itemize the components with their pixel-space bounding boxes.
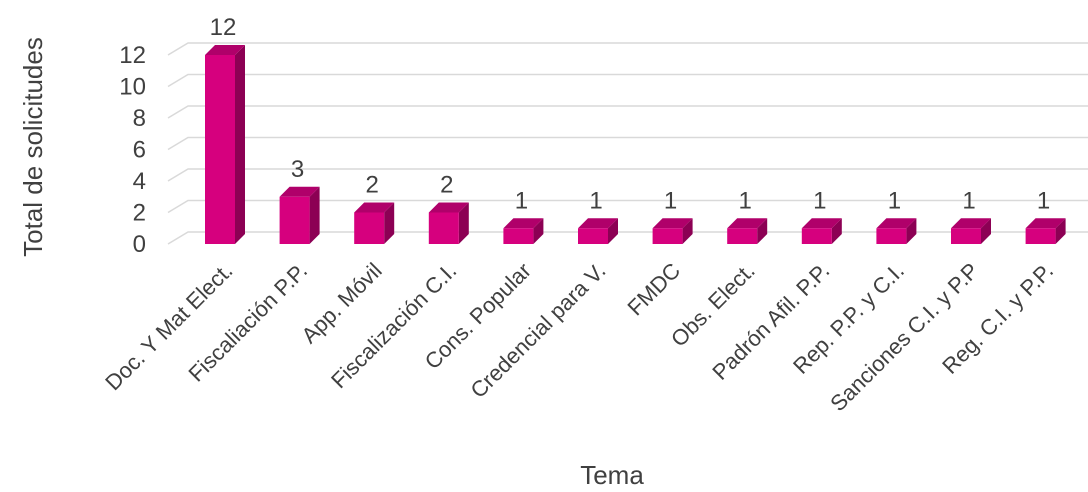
bar-side [981, 218, 991, 244]
gridline [167, 136, 1088, 151]
bar [205, 45, 245, 244]
bar-front [503, 228, 534, 244]
x-tick-label: FMDC [623, 258, 686, 321]
data-labels: 12 3 2 2 1 1 1 1 1 1 1 1 [210, 14, 1051, 214]
bar-side [458, 202, 469, 244]
bar-side [608, 218, 618, 244]
y-axis-title: Total de solicitudes [18, 37, 48, 257]
data-label: 12 [210, 14, 237, 41]
bar [652, 218, 693, 244]
data-label: 1 [739, 187, 752, 214]
data-label: 1 [515, 187, 528, 214]
bar [876, 218, 917, 244]
bar-front [727, 228, 758, 244]
y-tick-label: 4 [133, 168, 146, 195]
bar [279, 186, 320, 244]
data-label: 2 [366, 172, 379, 199]
bar-front [876, 228, 907, 244]
bar-front [428, 212, 459, 244]
gridline [167, 168, 1088, 182]
data-label: 1 [589, 187, 602, 214]
bar-front [205, 55, 235, 244]
bar-top [876, 218, 917, 229]
bar [428, 202, 469, 244]
x-tick-label: Sanciones C.I. y P.P [825, 258, 983, 416]
y-tick-labels: 0 2 4 6 8 10 12 [119, 42, 146, 258]
bar-front [578, 228, 608, 244]
bar-front [279, 196, 310, 244]
data-label: 1 [813, 187, 826, 214]
bar-top [205, 45, 245, 55]
bar-side [682, 218, 693, 244]
bar-top [652, 218, 693, 229]
gridlines [167, 42, 1088, 245]
bar-side [1055, 218, 1066, 244]
bar-top [951, 218, 991, 229]
bar-front [951, 228, 981, 244]
gridline [167, 199, 1088, 214]
data-label: 1 [1037, 187, 1050, 214]
y-tick-label: 8 [133, 105, 146, 132]
data-label: 3 [291, 156, 304, 183]
bar-front [652, 228, 683, 244]
bar [801, 218, 842, 244]
bar [354, 202, 395, 244]
bar [951, 218, 991, 244]
data-label: 2 [440, 172, 453, 199]
bar-top [1025, 218, 1066, 229]
bar [578, 218, 618, 244]
x-tick-label: Fiscalización C.I. [326, 258, 461, 393]
y-tick-label: 6 [133, 137, 146, 164]
bar [1025, 218, 1066, 244]
y-tick-label: 10 [119, 74, 146, 101]
bar-top [428, 202, 469, 213]
gridline [167, 231, 1088, 245]
bars [205, 45, 1066, 244]
bar-top [801, 218, 842, 229]
x-tick-labels: Doc. Y Mat Elect.Fiscaliación P.P.App. M… [100, 258, 1058, 416]
bar-side [831, 218, 842, 244]
bar-top [727, 218, 768, 229]
bar-side [235, 45, 245, 244]
bar [727, 218, 768, 244]
bar-top [503, 218, 544, 229]
bar-front [354, 212, 385, 244]
y-tick-label: 2 [133, 200, 146, 227]
data-label: 1 [962, 187, 975, 214]
x-tick-label: Doc. Y Mat Elect. [100, 258, 237, 395]
y-tick-label: 12 [119, 42, 146, 69]
bar-side [906, 218, 917, 244]
x-axis-title: Tema [580, 460, 644, 490]
data-label: 1 [664, 187, 677, 214]
bar-top [279, 186, 320, 197]
bar-top [354, 202, 395, 213]
bar-side [757, 218, 768, 244]
gridline [167, 42, 1088, 56]
bar-front [1025, 228, 1056, 244]
bar-side [533, 218, 544, 244]
bar-top [578, 218, 618, 229]
bar-side [384, 202, 395, 244]
y-tick-label: 0 [133, 231, 146, 258]
gridline [167, 73, 1088, 88]
data-label: 1 [888, 187, 901, 214]
gridline [167, 105, 1088, 119]
bar-front [801, 228, 832, 244]
bar-side [309, 186, 320, 244]
x-tick-label: Credencial para V. [465, 258, 610, 403]
bar [503, 218, 544, 244]
